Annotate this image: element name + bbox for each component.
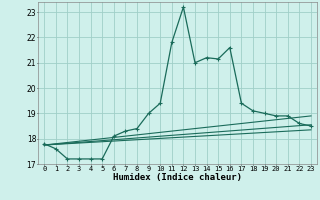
X-axis label: Humidex (Indice chaleur): Humidex (Indice chaleur) xyxy=(113,173,242,182)
